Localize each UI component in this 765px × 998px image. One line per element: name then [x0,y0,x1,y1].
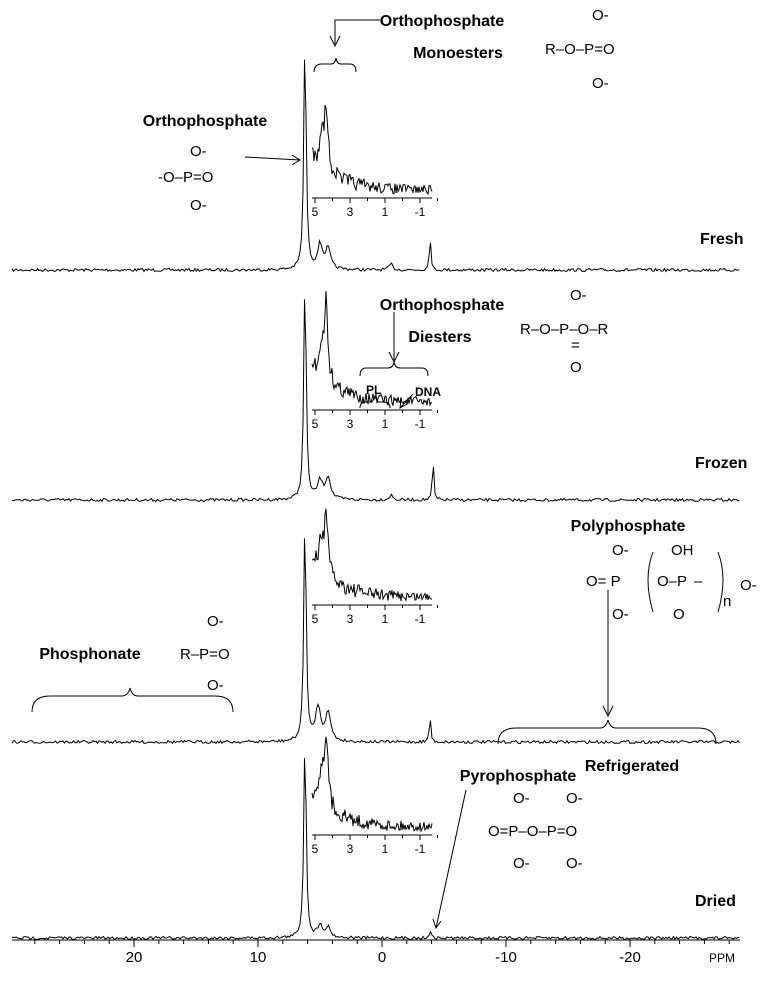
bracket [31,687,234,713]
x-tick-label: 10 [250,949,267,966]
structure: O= P [586,573,621,590]
inset-tick-label: 1 [382,612,389,626]
inset-tick-label: 1 [382,842,389,856]
inset-tick-label: -1 [415,842,426,856]
inset-spectrum [311,508,433,602]
spectrum [11,538,740,745]
label: DNA [415,385,441,399]
structure: R–P=O [180,646,230,663]
inset-tick-label: 5 [312,417,319,431]
sample-label: Refrigerated [585,758,679,775]
structure: O- [190,143,207,160]
inset-tick-label: 3 [347,612,354,626]
spectrum [11,59,740,273]
inset-spectrum [311,105,433,196]
inset-tick-label: 5 [312,612,319,626]
x-tick-label: 0 [378,949,386,966]
label: Monoesters [413,45,503,62]
label: Pyrophosphate [460,768,577,785]
label: Orthophosphate [380,13,505,30]
structure: OH [671,542,694,559]
structure: O- [592,7,609,24]
structure: O- [740,577,757,594]
structure: O- [207,613,224,630]
structure: O- [612,606,629,623]
structure: O- [592,75,609,92]
x-tick-label: -20 [619,949,641,966]
label: Polyphosphate [571,518,686,535]
inset-tick-label: 5 [312,205,319,219]
label: Orthophosphate [380,297,505,314]
structure: -O–P=O [158,169,213,186]
bracket [313,19,380,73]
label: Diesters [408,329,471,346]
bracket [359,312,429,377]
label: Orthophosphate [143,113,268,130]
structure: O [570,359,582,376]
sample-label: Fresh [700,231,744,248]
structure: O=P–O–P=O [488,823,577,840]
sample-label: Dried [695,893,736,910]
structure: R–O–P–O–R [520,321,609,338]
inset-spectrum [311,291,433,407]
inset-spectrum [311,736,433,833]
structure: O- [190,197,207,214]
structure: = [571,337,580,354]
sample-label: Frozen [695,455,747,472]
structure: O–P [657,573,687,590]
inset-tick-label: 3 [347,842,354,856]
x-tick-label: 20 [126,949,143,966]
structure: R–O–P=O [545,41,615,58]
inset-tick-label: 3 [347,417,354,431]
inset-tick-label: 1 [382,205,389,219]
label: PL [366,383,381,397]
inset-tick-label: 5 [312,842,319,856]
structure: O- [612,542,629,559]
x-axis-unit: PPM [709,951,735,965]
x-tick-label: -10 [495,949,517,966]
spectrum [11,299,740,503]
inset-tick-label: -1 [415,205,426,219]
arrow [432,789,467,930]
structure: – [694,573,703,590]
structure: n [723,593,731,610]
spectrum [11,757,740,941]
structure: O- [207,677,224,694]
structure: O- [566,855,583,872]
label: Phosphonate [39,646,140,663]
bracket [497,551,724,745]
annotations: Orthophosphate O- -O–P=O O- Orthophospha… [31,7,757,930]
inset-tick-label: -1 [415,612,426,626]
inset-tick-label: 1 [382,417,389,431]
inset-tick-label: 3 [347,205,354,219]
arrow [244,154,301,166]
structure: O- [513,790,530,807]
structure: O- [570,287,587,304]
structure: O- [566,790,583,807]
structure: O- [513,855,530,872]
structure: O [673,606,685,623]
inset-tick-label: -1 [415,417,426,431]
